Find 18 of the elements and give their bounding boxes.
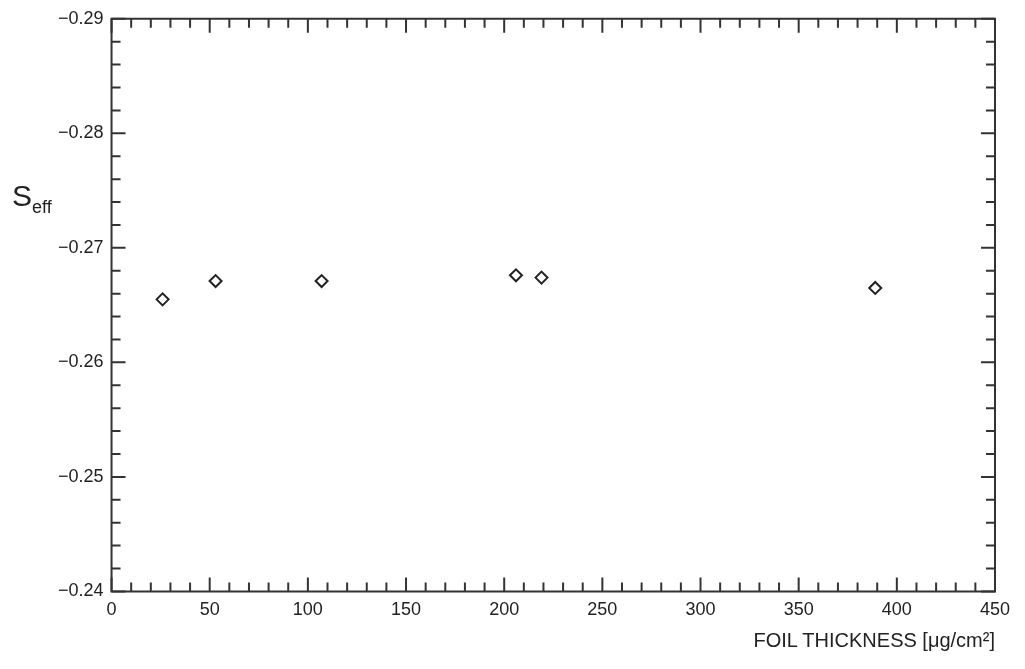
y-tick-label: −0.28 bbox=[58, 122, 104, 143]
y-tick-label: −0.24 bbox=[58, 580, 104, 601]
x-tick-label: 100 bbox=[292, 599, 323, 620]
x-tick-label: 450 bbox=[979, 599, 1011, 620]
y-tick-label: −0.26 bbox=[58, 351, 104, 372]
x-tick-label: 300 bbox=[685, 599, 716, 620]
x-tick-label: 50 bbox=[199, 599, 220, 620]
y-tick-label: −0.29 bbox=[58, 7, 104, 28]
x-tick-label: 350 bbox=[783, 599, 814, 620]
x-axis-title: FOIL THICKNESS [μg/cm²] bbox=[753, 629, 995, 653]
x-tick-label: 150 bbox=[391, 599, 422, 620]
x-tick-label: 0 bbox=[106, 599, 117, 620]
y-axis-title: S$_{eff}$ bbox=[12, 179, 52, 219]
y-tick-label: −0.25 bbox=[58, 465, 104, 486]
x-tick-label: 250 bbox=[587, 599, 618, 620]
x-tick-label: 400 bbox=[881, 599, 912, 620]
x-tick-label: 200 bbox=[489, 599, 520, 620]
y-tick-label: −0.27 bbox=[58, 236, 104, 257]
